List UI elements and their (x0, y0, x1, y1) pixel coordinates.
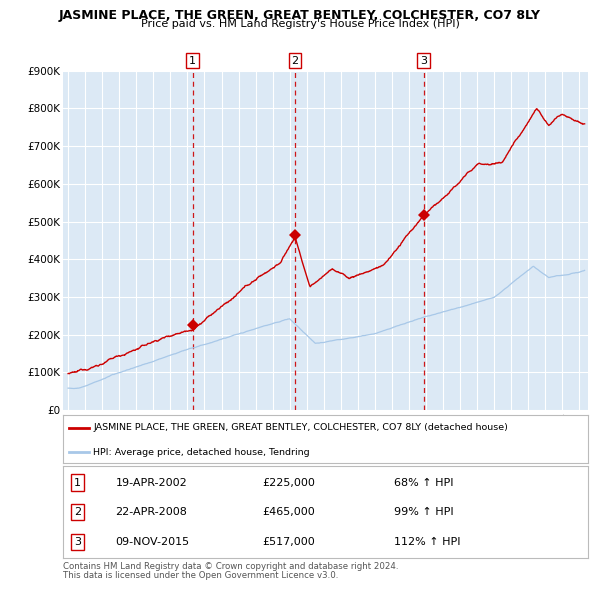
Text: 68% ↑ HPI: 68% ↑ HPI (394, 477, 453, 487)
Text: 22-APR-2008: 22-APR-2008 (115, 507, 187, 517)
Text: 99% ↑ HPI: 99% ↑ HPI (394, 507, 454, 517)
Text: This data is licensed under the Open Government Licence v3.0.: This data is licensed under the Open Gov… (63, 571, 338, 579)
Text: Contains HM Land Registry data © Crown copyright and database right 2024.: Contains HM Land Registry data © Crown c… (63, 562, 398, 571)
Text: 1: 1 (74, 477, 81, 487)
Text: 19-APR-2002: 19-APR-2002 (115, 477, 187, 487)
Text: 1: 1 (189, 55, 196, 65)
Text: £517,000: £517,000 (263, 537, 315, 547)
Text: £465,000: £465,000 (263, 507, 315, 517)
Text: 2: 2 (74, 507, 81, 517)
Text: 09-NOV-2015: 09-NOV-2015 (115, 537, 190, 547)
Text: JASMINE PLACE, THE GREEN, GREAT BENTLEY, COLCHESTER, CO7 8LY (detached house): JASMINE PLACE, THE GREEN, GREAT BENTLEY,… (94, 424, 508, 432)
Text: 3: 3 (74, 537, 81, 547)
Text: £225,000: £225,000 (263, 477, 316, 487)
Text: JASMINE PLACE, THE GREEN, GREAT BENTLEY, COLCHESTER, CO7 8LY: JASMINE PLACE, THE GREEN, GREAT BENTLEY,… (59, 9, 541, 22)
Text: Price paid vs. HM Land Registry's House Price Index (HPI): Price paid vs. HM Land Registry's House … (140, 19, 460, 30)
Text: 112% ↑ HPI: 112% ↑ HPI (394, 537, 460, 547)
Text: HPI: Average price, detached house, Tendring: HPI: Average price, detached house, Tend… (94, 448, 310, 457)
Text: 2: 2 (292, 55, 299, 65)
Text: 3: 3 (420, 55, 427, 65)
